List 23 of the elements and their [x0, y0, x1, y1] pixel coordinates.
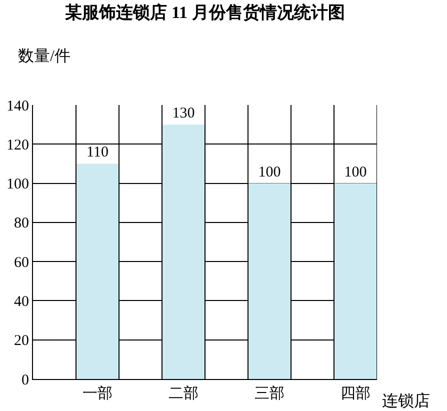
x-axis-title: 连锁店 [382, 392, 430, 410]
bar [76, 164, 119, 379]
bar [248, 183, 291, 379]
y-axis-title: 数量/件 [18, 48, 70, 65]
x-tick-label: 二部 [168, 385, 198, 402]
y-tick-label: 140 [6, 98, 29, 114]
data-label: 100 [344, 164, 367, 180]
data-label: 100 [258, 164, 281, 180]
y-tick-label: 120 [6, 137, 29, 154]
bar [162, 124, 205, 379]
y-tick-label: 20 [14, 333, 29, 350]
data-label: 130 [172, 106, 195, 122]
y-tick-label: 60 [14, 254, 29, 271]
x-tick-label: 三部 [254, 385, 284, 402]
data-label: 110 [86, 144, 108, 161]
y-tick-label: 40 [14, 294, 29, 310]
x-tick-label: 一部 [82, 385, 112, 402]
bar [334, 183, 377, 379]
x-tick-label: 四部 [340, 385, 370, 402]
chart-title: 某服饰连锁店 11 月份售货情况统计图 [64, 3, 345, 22]
y-tick-label: 100 [6, 176, 29, 193]
y-tick-label: 80 [14, 216, 29, 232]
y-tick-label: 0 [22, 372, 29, 388]
